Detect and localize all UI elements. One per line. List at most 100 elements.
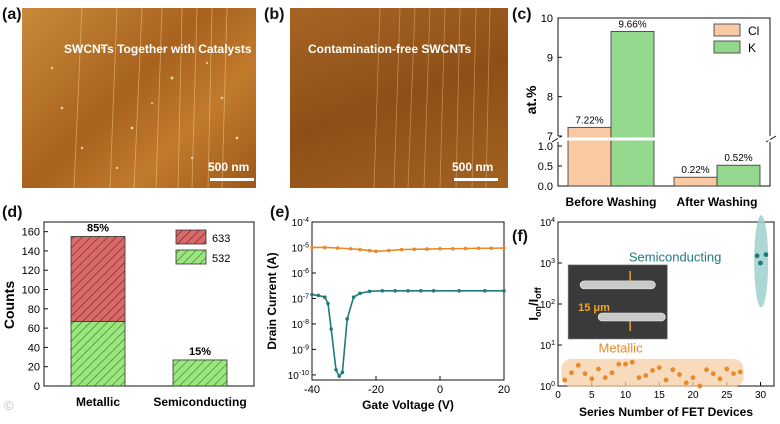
y-tick-label-e: 10-7 [292, 293, 309, 305]
y-tick-label-f: 101 [540, 340, 555, 352]
scatter-point-f-semiconducting [763, 252, 769, 258]
y-tick-label-d: 0 [34, 381, 40, 393]
bar-percent-label-d: 85% [87, 222, 109, 234]
legend-label-d: 633 [212, 233, 230, 245]
panel-label-f: (f) [512, 228, 528, 245]
scatter-point-f-metallic [575, 362, 581, 368]
sem-electrode-top-f [579, 280, 656, 290]
scatter-point-f-metallic [643, 373, 649, 378]
legend-swatch-d [175, 229, 207, 245]
series-point-e-semiconducting [351, 295, 356, 299]
scatter-point-f-metallic [596, 366, 601, 372]
legend-label-c: Cl [748, 24, 759, 38]
y-tick-label-d: 140 [22, 246, 40, 258]
y-axis-label-e: Drain Current (A) [265, 252, 279, 349]
series-point-e-semiconducting [431, 289, 436, 293]
series-point-e-metallic [358, 247, 362, 252]
scatter-point-f-metallic [731, 371, 736, 377]
bar-d-633 [70, 236, 126, 322]
series-point-e-metallic [476, 246, 481, 251]
chart-d: 0 20 40 60 80 100 120 140 160 Counts 85% Metallic 15… [1, 221, 255, 409]
scatter-point-f-metallic [562, 377, 568, 383]
scatter-point-f-semiconducting [754, 253, 760, 259]
y-axis-label-d: Counts [1, 281, 17, 329]
scatter-point-f-metallic [616, 361, 622, 367]
scatter-point-f-metallic [636, 375, 642, 381]
scale-text-a: 500 nm [208, 160, 250, 174]
series-point-e-semiconducting [337, 374, 341, 378]
bar-c-cl [567, 126, 612, 187]
y-tick-label-e: 10-8 [292, 319, 309, 331]
y-tick-label-f: 102 [540, 299, 555, 311]
scatter-point-f-metallic [683, 380, 689, 386]
panel-c: (c) 7 8 9 10 0.0 0.5 1.0 at.% 7.22% 0.22% 9.66% 0.5… [512, 0, 780, 212]
annotation-metallic-f: Metallic [599, 341, 644, 356]
x-tick-label-f: 30 [755, 390, 767, 401]
series-point-e-metallic [387, 248, 391, 253]
panel-d: (d) 0 20 40 60 80 100 120 140 160 Counts 85% Metall… [0, 200, 262, 424]
scatter-point-f-metallic [656, 365, 662, 371]
chart-c: 7 8 9 10 0.0 0.5 1.0 at.% 7.22% 0.22% 9.66% 0.52% Be… [523, 13, 777, 209]
y-tick-label-e: 10-5 [292, 242, 309, 254]
series-line-e-metallic [312, 246, 505, 253]
legend-swatch-c [713, 40, 741, 54]
bar-percent-label-d: 15% [189, 346, 211, 358]
legend-swatch-c [713, 23, 741, 37]
afm-image-b: Contamination-free SWCNTs 500 nm [290, 8, 508, 188]
plot-frame-c [557, 17, 771, 187]
y-tick-label-e: 10-4 [292, 217, 309, 229]
panel-f: (f) 100 101 102 103 104 0 5 10 15 20 25 30 Series Nu… [512, 200, 780, 424]
bar-c-k [610, 30, 655, 187]
series-point-e-metallic [502, 246, 506, 250]
series-point-e-metallic [438, 246, 442, 251]
series-point-e-metallic [489, 246, 493, 251]
x-tick-label-f: 0 [555, 390, 561, 401]
sem-electrode-bottom-f [597, 312, 666, 322]
scale-text-b: 500 nm [452, 160, 494, 174]
series-point-e-metallic [367, 248, 372, 253]
series-point-e-metallic [348, 246, 353, 251]
scatter-point-f-metallic [704, 367, 709, 373]
x-tick-label-f: 5 [589, 390, 595, 401]
series-line-e-semiconducting [311, 290, 504, 378]
annotation-semiconducting-f: Semiconducting [629, 249, 722, 264]
y-tick-label-c: 10 [541, 13, 553, 25]
y-tick-label-c: 1.0 [538, 141, 553, 153]
sem-scale-label-f: 15 μm [578, 302, 610, 314]
scatter-point-f-metallic [737, 369, 743, 375]
scatter-point-f-metallic [569, 370, 574, 376]
afm-texture-b [373, 8, 491, 188]
y-tick-label-f: 104 [540, 217, 555, 229]
x-tick-label-e: -20 [368, 384, 384, 396]
bar-c-cl [673, 176, 718, 187]
x-category-label-d: Metallic [76, 395, 120, 409]
x-tick-label-f: 10 [620, 390, 632, 401]
series-point-e-metallic [399, 247, 404, 252]
plot-frame-d [43, 221, 255, 387]
scale-bar-b [454, 178, 498, 181]
y-tick-label-c: 7 [547, 131, 553, 143]
bar-value-label-c: 0.52% [724, 153, 752, 164]
scatter-point-f-metallic [670, 367, 676, 373]
x-tick-label-e: 20 [498, 384, 510, 396]
metallic-band-f [561, 358, 744, 387]
y-tick-label-e: 10-10 [288, 370, 309, 382]
series-point-e-semiconducting [367, 289, 372, 294]
series-point-e-semiconducting [406, 289, 410, 293]
afm-caption-b: Contamination-free SWCNTs [308, 42, 472, 56]
x-tick-label-e: -40 [304, 384, 320, 396]
series-point-e-semiconducting [323, 295, 327, 299]
panel-e: (e) 10-10 10-9 10-8 10-7 10-6 10-5 10-4 -40 -20 0… [262, 200, 512, 424]
bar-d-532 [172, 359, 228, 387]
scatter-point-f-metallic [609, 370, 615, 376]
y-axis-label-f: Ion/Ioff [526, 286, 543, 320]
series-point-e-metallic [412, 247, 417, 252]
axis-break-mark-left-c [551, 135, 563, 143]
series-point-e-semiconducting [502, 289, 506, 293]
scatter-point-f-metallic [717, 376, 723, 382]
series-point-e-semiconducting [310, 292, 314, 297]
panel-label-e: (e) [270, 204, 290, 221]
series-point-e-metallic [323, 245, 327, 250]
x-axis-label-e: Gate Voltage (V) [362, 398, 454, 412]
x-category-label-c: After Washing [677, 195, 758, 209]
